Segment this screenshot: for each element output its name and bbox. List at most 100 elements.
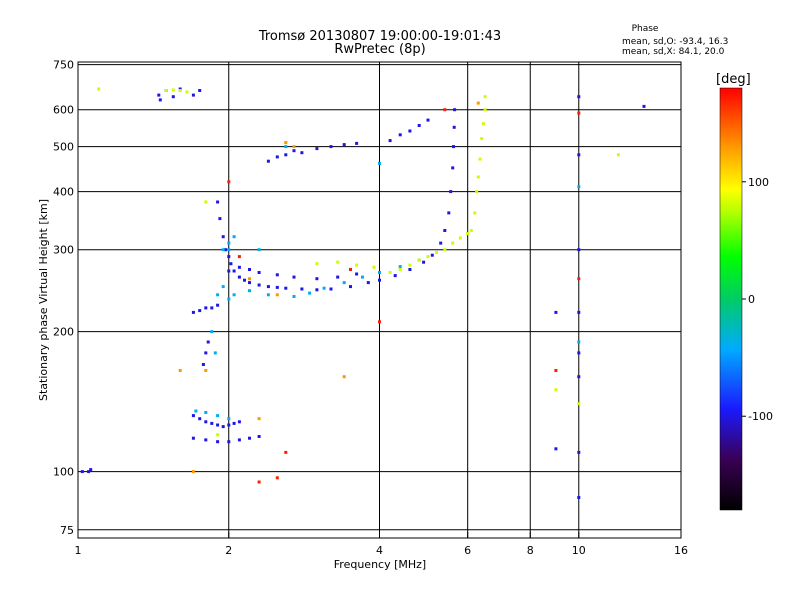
data-point	[315, 262, 319, 266]
data-point	[284, 450, 288, 454]
data-point	[469, 229, 473, 232]
data-point	[483, 95, 487, 99]
data-point	[227, 241, 231, 245]
data-point	[355, 141, 359, 145]
x-tick-label: 2	[225, 544, 232, 557]
data-point	[227, 423, 231, 427]
data-point	[372, 265, 376, 269]
data-point	[227, 269, 231, 273]
data-point	[232, 269, 236, 273]
data-point	[443, 248, 447, 252]
data-point	[329, 287, 333, 291]
data-point	[257, 248, 261, 252]
data-point	[292, 149, 296, 153]
data-point	[322, 286, 326, 290]
chart-title: Tromsø 20130807 19:00:00-19:01:43	[258, 29, 501, 44]
data-point	[292, 275, 296, 279]
data-point	[158, 98, 162, 102]
data-point	[315, 277, 319, 281]
data-point	[554, 388, 558, 392]
data-point	[452, 145, 455, 149]
data-point	[284, 145, 288, 149]
data-point	[430, 253, 434, 257]
data-point	[204, 351, 208, 355]
data-point	[237, 265, 241, 269]
data-point	[577, 375, 581, 379]
data-point	[577, 402, 581, 406]
data-point	[435, 251, 439, 254]
data-point	[216, 433, 220, 437]
x-axis-label: Frequency [MHz]	[334, 558, 426, 571]
y-tick-label: 200	[53, 326, 74, 339]
data-point	[378, 320, 381, 324]
colorbar-label: [deg]	[716, 72, 751, 87]
data-point	[204, 411, 208, 414]
data-point	[204, 438, 208, 442]
data-point	[452, 125, 456, 129]
data-point	[378, 278, 381, 282]
data-point	[216, 293, 220, 297]
data-point	[642, 104, 646, 108]
data-point	[266, 159, 270, 163]
data-point	[342, 143, 346, 147]
colorbar	[719, 87, 743, 511]
data-point	[257, 283, 261, 287]
data-point	[213, 351, 217, 355]
data-point	[577, 496, 581, 499]
data-point	[257, 480, 261, 484]
data-point	[398, 265, 402, 269]
data-point	[447, 211, 451, 215]
data-point	[194, 409, 198, 413]
data-point	[216, 200, 220, 204]
data-point	[266, 285, 270, 289]
data-point	[475, 190, 479, 194]
data-point	[257, 417, 261, 421]
data-point	[355, 272, 359, 276]
data-point	[466, 232, 470, 236]
data-point	[449, 190, 453, 194]
data-point	[577, 95, 581, 99]
data-point	[342, 375, 346, 379]
data-point	[342, 281, 346, 285]
data-point	[408, 129, 412, 133]
data-point	[426, 118, 430, 122]
stats-line-o: mean, sd,O: -93.4, 16.3	[622, 37, 728, 47]
data-point	[229, 262, 233, 266]
data-point	[248, 268, 251, 271]
data-point	[227, 297, 231, 301]
data-point	[248, 289, 251, 293]
data-point	[216, 414, 220, 418]
data-point	[185, 90, 189, 94]
data-point	[349, 285, 352, 289]
data-point	[366, 281, 370, 285]
data-point	[257, 435, 261, 438]
data-point	[248, 281, 251, 285]
data-point	[398, 133, 402, 137]
data-point	[204, 420, 208, 424]
data-point	[232, 293, 236, 297]
data-point	[164, 89, 168, 92]
y-tick-label: 750	[53, 59, 74, 72]
data-point	[577, 248, 581, 252]
data-point	[554, 369, 558, 372]
data-point	[216, 303, 220, 307]
data-point	[204, 369, 208, 372]
data-point	[191, 93, 195, 97]
data-point	[577, 185, 581, 189]
data-point	[417, 258, 421, 262]
x-tick-label: 6	[464, 544, 471, 557]
data-point	[216, 440, 220, 444]
data-point	[361, 275, 364, 279]
data-point	[216, 423, 220, 427]
data-point	[422, 260, 426, 264]
data-point	[87, 470, 91, 474]
data-point	[476, 101, 480, 105]
data-point	[248, 436, 251, 440]
data-point	[178, 89, 182, 92]
data-point	[227, 180, 231, 184]
data-point	[80, 470, 84, 474]
data-point	[577, 310, 581, 314]
data-point	[257, 271, 261, 274]
data-point	[221, 235, 225, 239]
data-point	[417, 124, 421, 127]
